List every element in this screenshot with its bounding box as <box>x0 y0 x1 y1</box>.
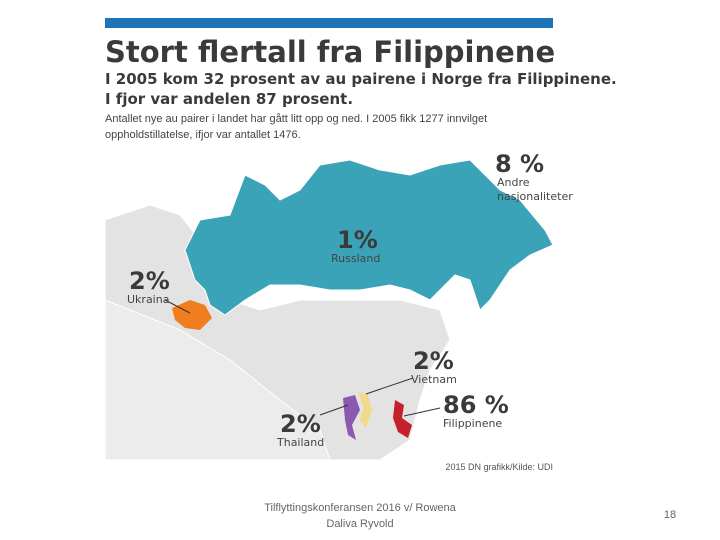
ukraine <box>172 300 212 330</box>
share: 1% <box>337 226 378 254</box>
label: Thailand <box>276 436 324 449</box>
subtitle: I fjor var andelen 87 prosent. <box>105 90 353 108</box>
leader-line <box>365 377 414 395</box>
credit: 2015 DN grafikk/Kilde: UDI <box>445 462 553 472</box>
label: Russland <box>331 252 380 265</box>
philippines <box>393 400 412 438</box>
page-number: 18 <box>664 509 676 521</box>
share: 2% <box>280 410 321 438</box>
description: Antallet nye au pairer i landet har gått… <box>105 113 487 125</box>
label: Filippinene <box>443 417 502 430</box>
label: Vietnam <box>411 373 457 386</box>
top-bar <box>105 18 553 28</box>
label: nasjonaliteter <box>497 190 573 203</box>
share: 2% <box>413 347 454 375</box>
footer-text: Tilflyttingskonferansen 2016 v/ Rowena <box>264 502 456 514</box>
thailand <box>343 395 360 440</box>
vietnam <box>358 392 372 428</box>
leader-line <box>319 404 349 416</box>
subtitle: I 2005 kom 32 prosent av au pairene i No… <box>105 70 617 88</box>
label: Andre <box>497 176 530 189</box>
map <box>104 159 554 461</box>
footer-text: Daliva Ryvold <box>326 518 393 530</box>
label: Ukraina <box>127 293 169 306</box>
russia <box>184 159 554 316</box>
share: 86 % <box>443 391 509 419</box>
share: 2% <box>129 267 170 295</box>
share: 8 % <box>495 150 544 178</box>
description: oppholdstillatelse, ifjor var antallet 1… <box>105 129 301 141</box>
title: Stort flertall fra Filippinene <box>105 35 555 69</box>
land <box>104 299 331 461</box>
leader-line <box>164 299 191 314</box>
leader-line <box>403 407 441 417</box>
